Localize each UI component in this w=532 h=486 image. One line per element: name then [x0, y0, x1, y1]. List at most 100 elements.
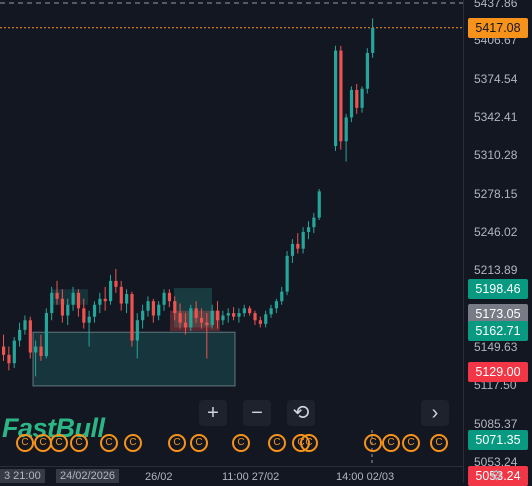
price-tick-label: 5374.54 [474, 71, 518, 86]
candle-body [130, 294, 134, 341]
candle-body [237, 313, 241, 317]
price-badge-green-3: 5071.35 [468, 430, 528, 451]
reset-view-button[interactable]: ⟲ [287, 400, 315, 426]
time-axis[interactable]: 3 21:00 24/02/2026 26/02 11:00 27/02 14:… [0, 466, 463, 484]
candle-body [360, 88, 364, 108]
zone-box-red [170, 310, 220, 332]
candle-body [189, 308, 193, 328]
candle-body [76, 292, 81, 309]
candle-body [290, 243, 295, 256]
candle-body [151, 301, 155, 316]
candle-body [103, 298, 107, 302]
calendar-event-marker-icon[interactable]: C [70, 434, 88, 452]
candle-body [55, 292, 59, 299]
candle-body [242, 308, 246, 314]
price-badge-red-1: 5129.00 [468, 361, 528, 382]
price-badge-red-2: 5053.24 [468, 466, 528, 486]
calendar-event-marker-icon[interactable]: C [300, 434, 318, 452]
zoom-out-button[interactable]: − [243, 400, 271, 426]
calendar-event-marker-icon[interactable]: C [232, 434, 250, 452]
candle-body [296, 243, 300, 249]
candle-body [221, 315, 225, 321]
calendar-event-marker-icon[interactable]: C [168, 434, 186, 452]
candle-body [39, 346, 43, 357]
candle-body [50, 292, 54, 314]
candle-body [312, 217, 316, 228]
candle-body [82, 308, 86, 323]
candle-body [92, 304, 97, 317]
calendar-event-marker-icon[interactable]: C [402, 434, 420, 452]
candle-body [248, 308, 252, 314]
time-label-2: 26/02 [145, 471, 173, 483]
candle-body [334, 50, 338, 147]
calendar-event-marker-icon[interactable]: C [268, 434, 286, 452]
calendar-event-marker-icon[interactable]: C [124, 434, 142, 452]
current-price-badge: 5417.08 [468, 17, 528, 38]
price-tick-label: 5278.15 [474, 186, 518, 201]
candle-body [199, 317, 204, 323]
candle-body [317, 191, 321, 218]
candle-body [98, 298, 102, 305]
price-badge-green-1: 5198.46 [468, 278, 528, 299]
scroll-right-button[interactable]: › [421, 400, 449, 426]
candle-body [253, 313, 257, 321]
candle-body [226, 313, 230, 316]
candle-body [44, 313, 48, 357]
price-chart[interactable] [0, 0, 463, 466]
settings-gear-icon[interactable]: ⚙ [490, 467, 503, 483]
time-label-crosshair: 3 21:00 [0, 469, 45, 483]
candle-body [28, 320, 32, 353]
candle-body [210, 310, 214, 326]
candle-body [119, 286, 123, 304]
candle-body [269, 308, 273, 315]
candle-body [66, 304, 70, 316]
candle-body [274, 301, 279, 309]
calendar-event-marker-icon[interactable]: C [100, 434, 118, 452]
calendar-event-marker-icon[interactable]: C [364, 434, 382, 452]
candle-body [371, 27, 375, 53]
candle-body [355, 89, 359, 108]
candle-body [7, 354, 11, 364]
price-tick-label: 5149.63 [474, 339, 518, 354]
candle-body [135, 320, 139, 341]
calendar-event-marker-icon[interactable]: C [430, 434, 448, 452]
candle-body [114, 280, 118, 287]
price-tick-label: 5117.50 [474, 378, 517, 393]
zoom-in-button[interactable]: + [199, 400, 227, 426]
candle-body [71, 292, 75, 305]
price-tick-label: 5213.89 [474, 263, 518, 278]
candle-body [264, 314, 268, 324]
price-axis[interactable]: 5437.86 5406.67 5374.54 5342.41 5310.28 5278.… [463, 0, 532, 486]
price-tick-label: 5246.02 [474, 224, 518, 239]
candle-body [339, 50, 343, 142]
candle-body [167, 292, 172, 302]
candle-body [173, 301, 177, 314]
price-tick-label: 5342.41 [474, 109, 518, 124]
calendar-event-marker-icon[interactable]: C [16, 434, 34, 452]
candle-body [157, 304, 161, 316]
candle-body [183, 322, 188, 328]
candle-body [194, 308, 198, 318]
zone-box-green [32, 331, 236, 387]
candle-body [109, 280, 113, 302]
time-label-4: 14:00 02/03 [336, 471, 395, 483]
calendar-event-marker-icon[interactable]: C [50, 434, 68, 452]
calendar-event-marker-icon[interactable]: C [382, 434, 400, 452]
price-tick-label: 5310.28 [474, 148, 518, 163]
candle-body [205, 322, 209, 326]
candle-body [349, 89, 354, 118]
candle-body [87, 316, 91, 323]
price-tick-label: 5053.24 [474, 455, 518, 469]
candle-body [365, 52, 369, 89]
candle-body [232, 313, 236, 317]
candle-body [34, 346, 38, 353]
candle-body [258, 320, 262, 324]
candle-body [162, 292, 166, 305]
candle-body [216, 310, 220, 321]
candle-body [18, 329, 22, 341]
candle-body [125, 294, 129, 304]
price-tick-label: 5085.37 [474, 416, 518, 431]
time-label-3: 11:00 27/02 [222, 471, 280, 483]
candle-body [344, 117, 348, 142]
calendar-event-marker-icon[interactable]: C [190, 434, 208, 452]
